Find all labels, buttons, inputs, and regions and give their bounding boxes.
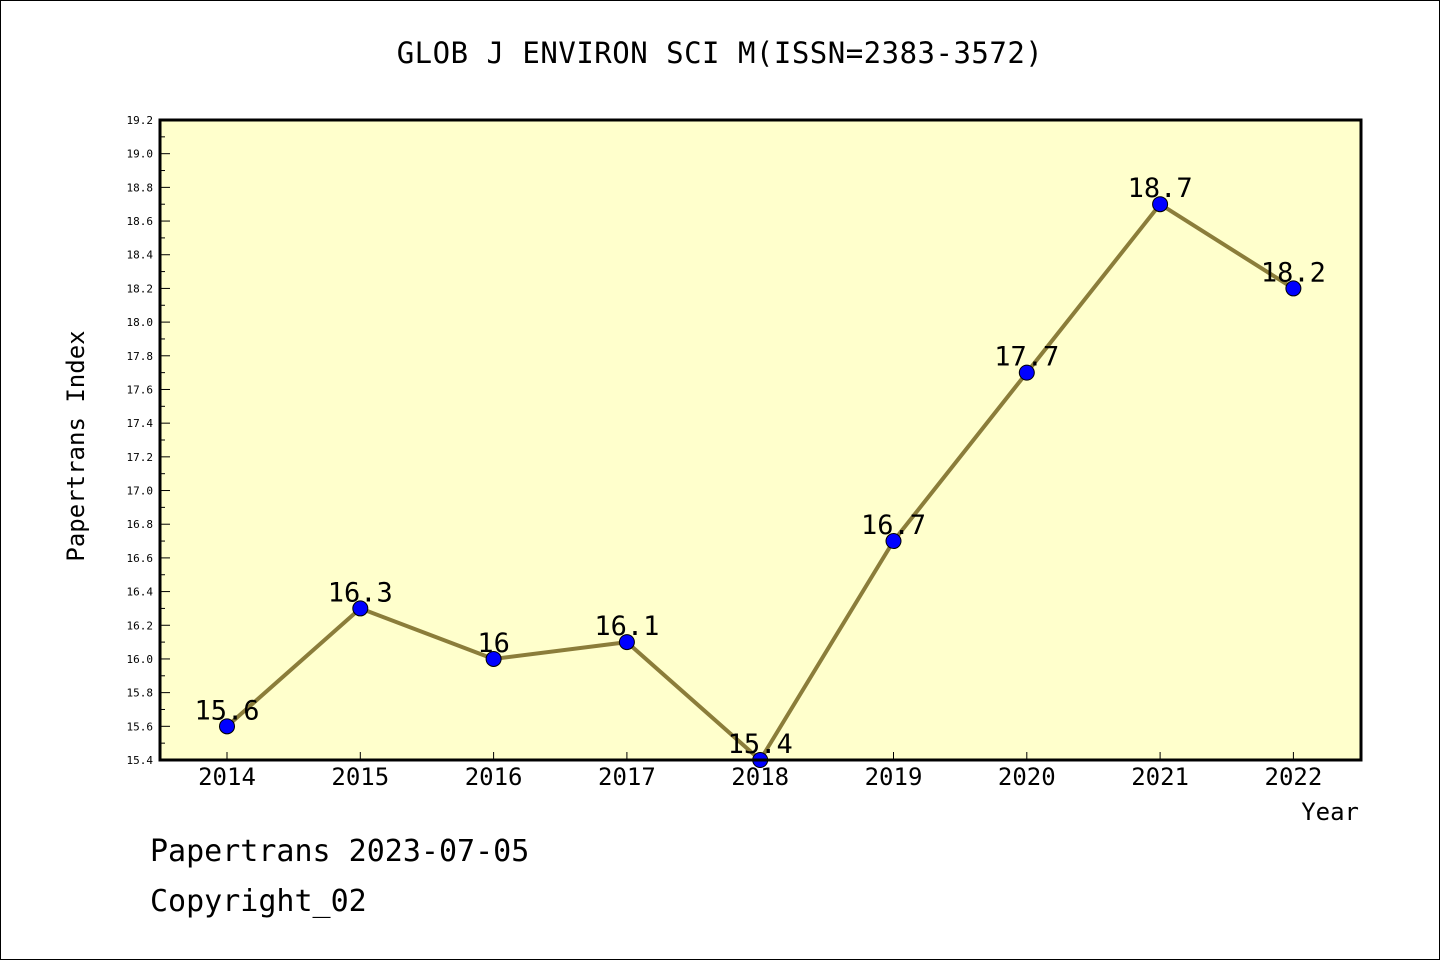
footer-copyright: Copyright_02 [150,884,367,919]
x-axis-ticks: 2014 2015 2016 2017 2018 2019 2020 2021 2022 [198,752,1322,791]
x-tick-label: 2020 [998,763,1056,791]
y-tick-label: 19.0 [127,148,154,161]
y-tick-label: 15.8 [127,687,154,700]
x-tick-label: 2019 [865,763,923,791]
x-tick-label: 2015 [331,763,389,791]
y-tick-label: 18.4 [127,249,154,262]
data-point [1152,196,1169,213]
data-point [618,634,635,651]
y-axis-ticks: 15.4 15.6 15.8 16.0 16.2 16.4 16.6 16.8 17.0 17.2… [127,114,170,767]
y-tick-label: 18.2 [127,282,154,295]
y-tick-label: 18.6 [127,215,154,228]
y-tick-label: 18.0 [127,316,154,329]
data-point [219,718,235,735]
y-tick-label: 16.0 [127,653,154,666]
data-point [352,600,369,617]
y-tick-label: 18.8 [127,181,154,194]
plot-border [158,118,1363,762]
y-tick-label: 16.8 [127,518,154,531]
y-tick-label: 15.6 [127,720,154,733]
y-tick-label: 15.4 [127,754,154,767]
x-tick-label: 2021 [1131,763,1189,791]
y-tick-label: 16.6 [127,552,154,565]
chart-title: GLOB J ENVIRON SCI M(ISSN=2383-3572) [396,36,1044,70]
data-point [1285,280,1302,297]
x-tick-label: 2017 [598,763,656,791]
data-point [1018,364,1035,381]
y-tick-label: 17.2 [127,451,154,464]
y-axis-title: Papertrans Index [62,330,90,561]
y-tick-label: 17.6 [127,383,154,396]
x-tick-label: 2022 [1265,763,1323,791]
y-tick-label: 17.4 [127,417,154,430]
footer-date: Papertrans 2023-07-05 [150,834,530,869]
data-point [485,650,502,667]
y-tick-label: 16.2 [127,619,154,632]
x-tick-label: 2014 [198,763,256,791]
x-axis-title: Year [1301,798,1359,826]
x-tick-label: 2016 [465,763,523,791]
plot-background [160,120,1361,760]
data-point [885,533,902,550]
y-tick-label: 17.8 [127,350,154,363]
y-tick-label: 17.0 [127,485,154,498]
y-tick-label: 19.2 [127,114,154,127]
y-tick-label: 16.4 [127,586,154,599]
